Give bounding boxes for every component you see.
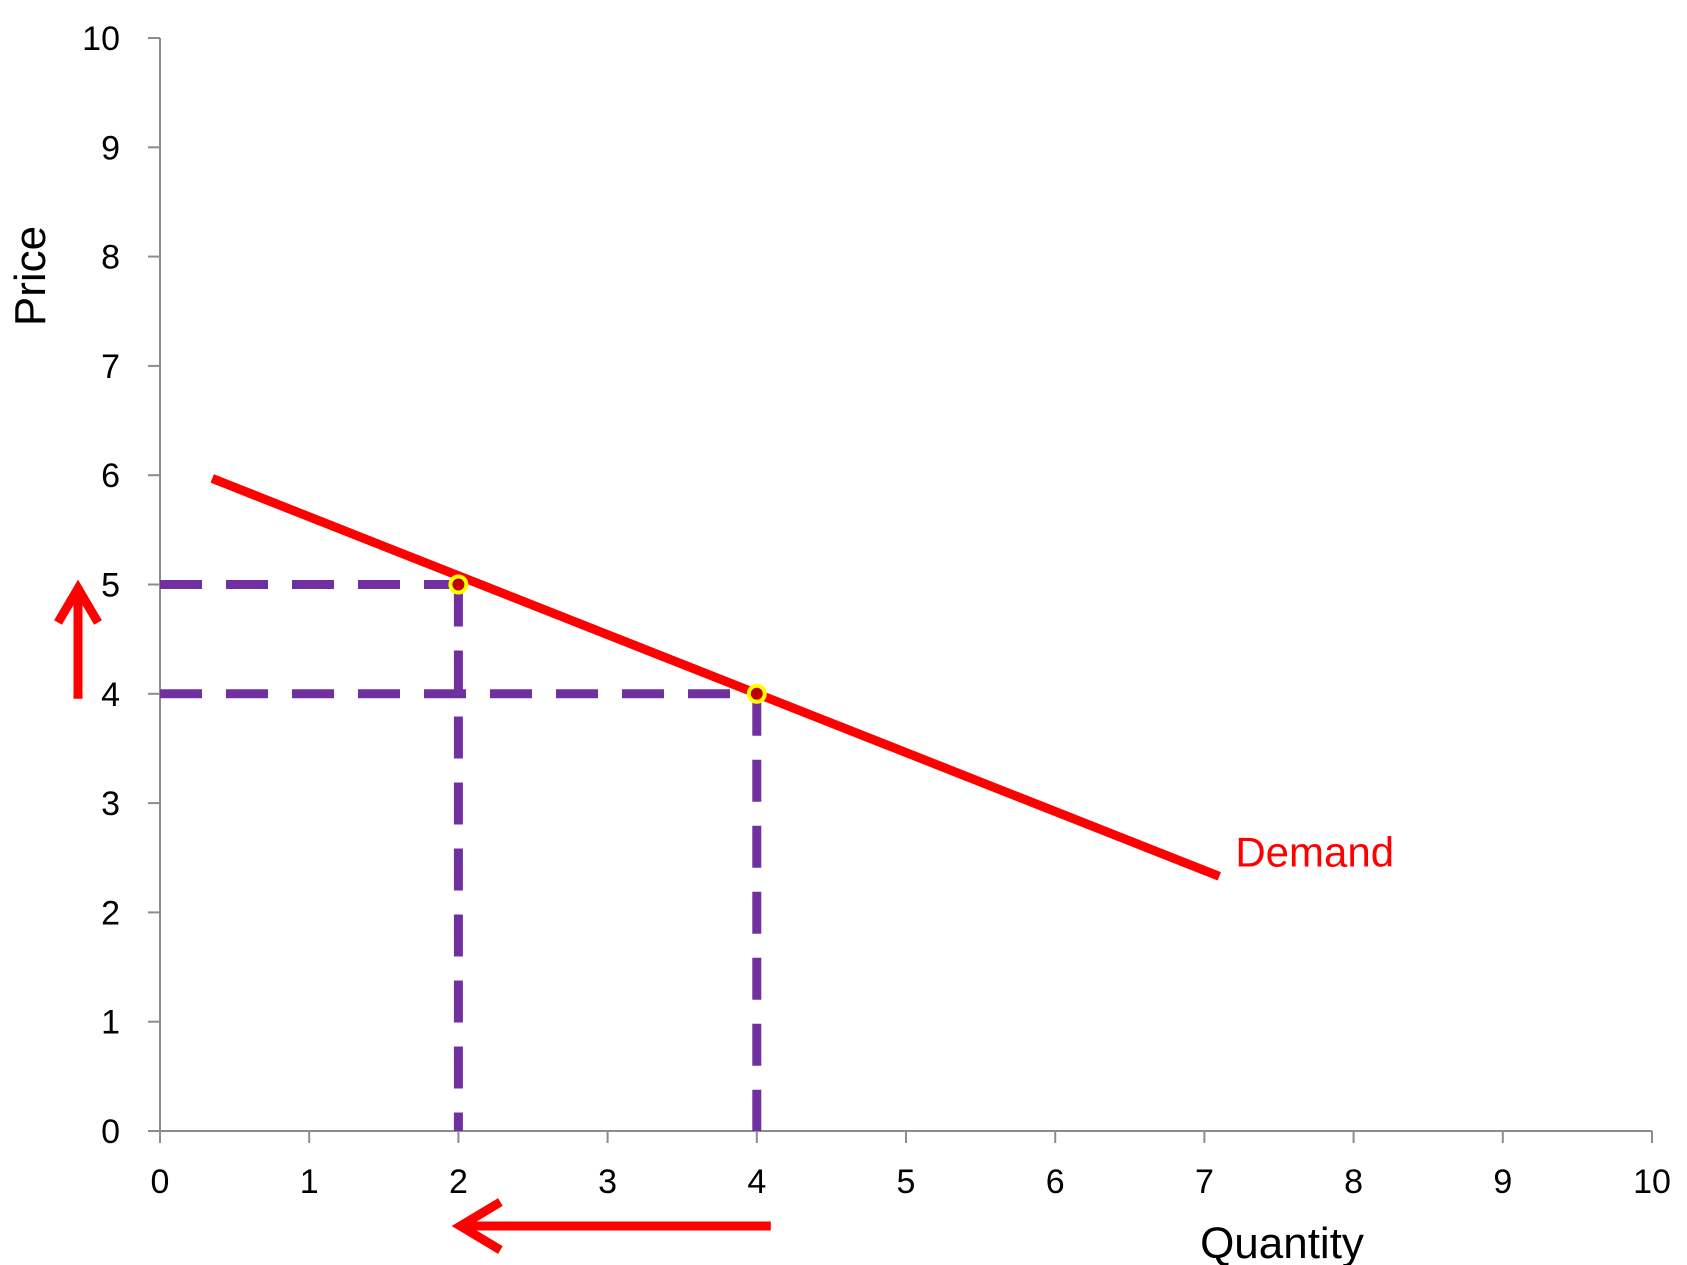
x-tick-label: 8 — [1344, 1163, 1363, 1201]
highlight-point — [746, 683, 767, 704]
price-up-arrow-head — [54, 579, 102, 625]
y-tick-label: 1 — [101, 1004, 120, 1042]
x-tick-label: 1 — [300, 1163, 319, 1201]
highlight-point — [448, 574, 469, 595]
y-tick-label: 6 — [101, 457, 120, 495]
x-tick-label: 5 — [897, 1163, 916, 1201]
x-tick-label: 2 — [449, 1163, 468, 1201]
x-tick-label: 4 — [747, 1163, 766, 1201]
x-tick-label: 7 — [1195, 1163, 1214, 1201]
x-tick-label: 0 — [151, 1163, 170, 1201]
y-tick-label: 8 — [101, 239, 120, 277]
y-tick-label: 4 — [101, 676, 120, 714]
demand-curve-label: Demand — [1235, 828, 1394, 875]
y-tick-label: 9 — [101, 129, 120, 167]
x-tick-label: 9 — [1493, 1163, 1512, 1201]
guide-lines — [160, 580, 762, 1131]
movement-arrows — [54, 579, 771, 1254]
x-tick-label: 3 — [598, 1163, 617, 1201]
highlight-points — [448, 574, 767, 704]
y-tick-label: 0 — [101, 1113, 120, 1151]
y-tick-label: 7 — [101, 348, 120, 386]
y-axis-title: Price — [6, 226, 55, 326]
y-tick-label: 3 — [101, 785, 120, 823]
y-tick-label: 10 — [82, 20, 120, 58]
y-ticks: 0 1 2 3 4 5 6 7 8 9 10 — [82, 20, 160, 1151]
y-tick-label: 5 — [101, 567, 120, 605]
x-axis-title: Quantity — [1200, 1219, 1364, 1265]
quantity-left-arrow-head — [451, 1198, 503, 1254]
x-ticks: 0 1 2 3 4 5 6 7 8 9 10 — [151, 1131, 1671, 1201]
x-tick-label: 10 — [1633, 1163, 1671, 1201]
series: Demand — [210, 474, 1394, 881]
x-tick-label: 6 — [1046, 1163, 1065, 1201]
y-tick-label: 2 — [101, 894, 120, 932]
demand-curve — [210, 474, 1221, 881]
